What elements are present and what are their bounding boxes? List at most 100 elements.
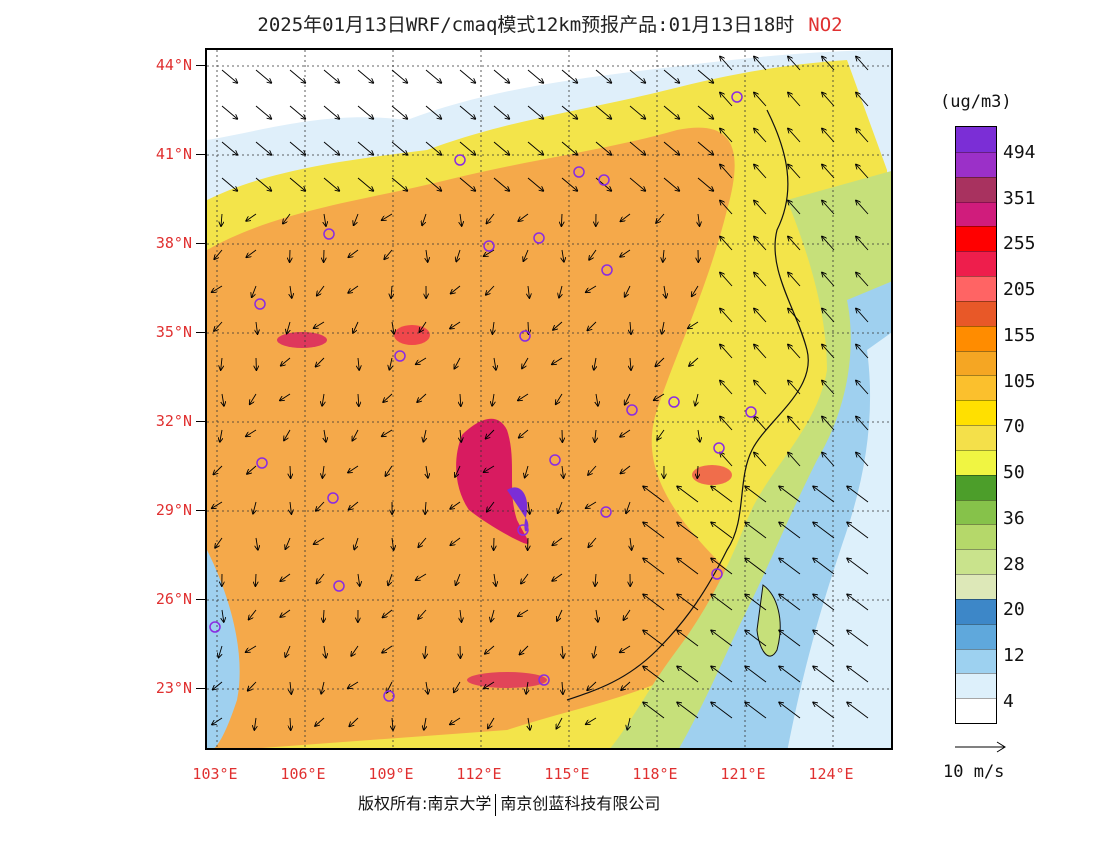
wind-arrow xyxy=(688,321,699,328)
wind-arrow xyxy=(586,717,597,724)
lat-tick xyxy=(196,65,205,66)
lon-label-115: 115°E xyxy=(544,765,590,783)
wind-arrow xyxy=(663,105,679,119)
wind-arrow xyxy=(589,249,597,260)
wind-arrow xyxy=(779,486,801,503)
wind-arrow xyxy=(711,630,733,647)
wind-arrow xyxy=(754,453,767,467)
wind-arrow xyxy=(621,213,631,221)
wind-arrow xyxy=(255,69,271,83)
wind-arrow xyxy=(460,213,462,226)
wind-arrow xyxy=(316,357,325,367)
wind-arrow xyxy=(418,537,427,547)
wind-arrow xyxy=(349,717,359,726)
wind-arrow xyxy=(353,321,359,333)
wind-arrow xyxy=(486,285,495,295)
legend-label: 494 xyxy=(1003,142,1036,163)
legend-label: 4 xyxy=(1003,691,1014,712)
wind-arrow xyxy=(745,594,767,611)
wind-arrow xyxy=(822,129,835,143)
map-title: 2025年01月13日WRF/cmaq模式12km预报产品:01月13日18时 N… xyxy=(0,10,1100,37)
wind-arrow xyxy=(518,393,529,401)
wind-arrow xyxy=(711,594,733,611)
wind-arrow xyxy=(357,69,373,83)
wind-arrow xyxy=(643,594,665,611)
wind-arrow xyxy=(629,141,645,155)
wind-arrow xyxy=(314,321,325,328)
wind-arrow xyxy=(697,177,713,191)
color-legend xyxy=(955,126,997,724)
wind-arrow xyxy=(711,522,733,539)
wind-arrow xyxy=(587,681,597,690)
wind-arrow xyxy=(222,609,224,622)
wind-arrow xyxy=(629,105,645,119)
wind-arrow xyxy=(425,141,441,155)
lon-label-106: 106°E xyxy=(280,765,326,783)
wind-arrow xyxy=(324,429,326,442)
wind-arrow xyxy=(528,501,530,514)
wind-arrow xyxy=(720,309,733,323)
lat-label-44: 44°N xyxy=(155,56,192,74)
wind-arrow xyxy=(357,177,373,191)
wind-arrow xyxy=(388,573,393,585)
legend-label: 36 xyxy=(1003,508,1025,529)
wind-arrow xyxy=(348,285,359,293)
wind-arrow xyxy=(528,717,530,730)
wind-arrow xyxy=(822,57,835,71)
west-edge-region xyxy=(207,550,240,748)
lat-tick xyxy=(196,688,205,689)
wind-arrow xyxy=(847,522,869,539)
wind-arrow xyxy=(711,702,733,719)
station-icon xyxy=(601,264,613,276)
wind-arrow xyxy=(289,177,305,191)
legend-label: 351 xyxy=(1003,188,1036,209)
wind-arrow xyxy=(630,537,632,550)
wind-arrow xyxy=(357,141,373,155)
wind-arrow xyxy=(357,105,373,119)
wind-arrow xyxy=(788,129,801,143)
wind-arrow xyxy=(220,429,222,442)
wind-arrow xyxy=(754,237,767,251)
wind-arrow xyxy=(664,285,666,298)
station-icon xyxy=(517,524,529,536)
wind-arrow xyxy=(856,57,869,71)
wind-arrow xyxy=(358,573,360,586)
wind-arrow xyxy=(788,237,801,251)
wind-arrow xyxy=(221,357,222,370)
wind-arrow xyxy=(822,381,835,395)
wind-arrow xyxy=(527,177,543,191)
wind-arrow xyxy=(214,249,223,259)
wind-arrow xyxy=(520,645,529,655)
wind-arrow xyxy=(561,105,577,119)
wind-arrow xyxy=(256,321,258,334)
wind-reference-label: 10 m/s xyxy=(943,762,1005,782)
station-icon xyxy=(713,442,725,454)
wind-arrow xyxy=(856,309,869,323)
legend-swatch xyxy=(956,226,996,252)
map-panel[interactable] xyxy=(205,48,893,750)
wind-arrow xyxy=(720,165,733,179)
wind-arrow xyxy=(822,309,835,323)
wind-arrow xyxy=(248,681,257,691)
legend-swatch xyxy=(956,201,996,227)
wind-arrow xyxy=(221,105,237,119)
wind-arrow xyxy=(290,285,292,298)
wind-arrow xyxy=(654,393,665,400)
wind-arrow xyxy=(822,273,835,287)
wind-arrow xyxy=(256,537,258,550)
wind-arrow xyxy=(788,201,801,215)
wind-arrow xyxy=(754,165,767,179)
wind-arrow xyxy=(788,345,801,359)
wind-arrow xyxy=(788,417,801,431)
wind-arrow xyxy=(255,573,256,586)
wind-arrow xyxy=(485,645,495,654)
wind-arrow xyxy=(559,285,562,298)
wind-arrow xyxy=(426,681,428,694)
wind-arrow xyxy=(280,393,291,401)
wind-arrow xyxy=(856,417,869,431)
wind-arrow xyxy=(417,393,427,402)
wind-arrow xyxy=(324,213,326,226)
wind-arrow xyxy=(460,429,461,442)
lat-tick xyxy=(196,421,205,422)
wind-arrow xyxy=(221,213,222,226)
